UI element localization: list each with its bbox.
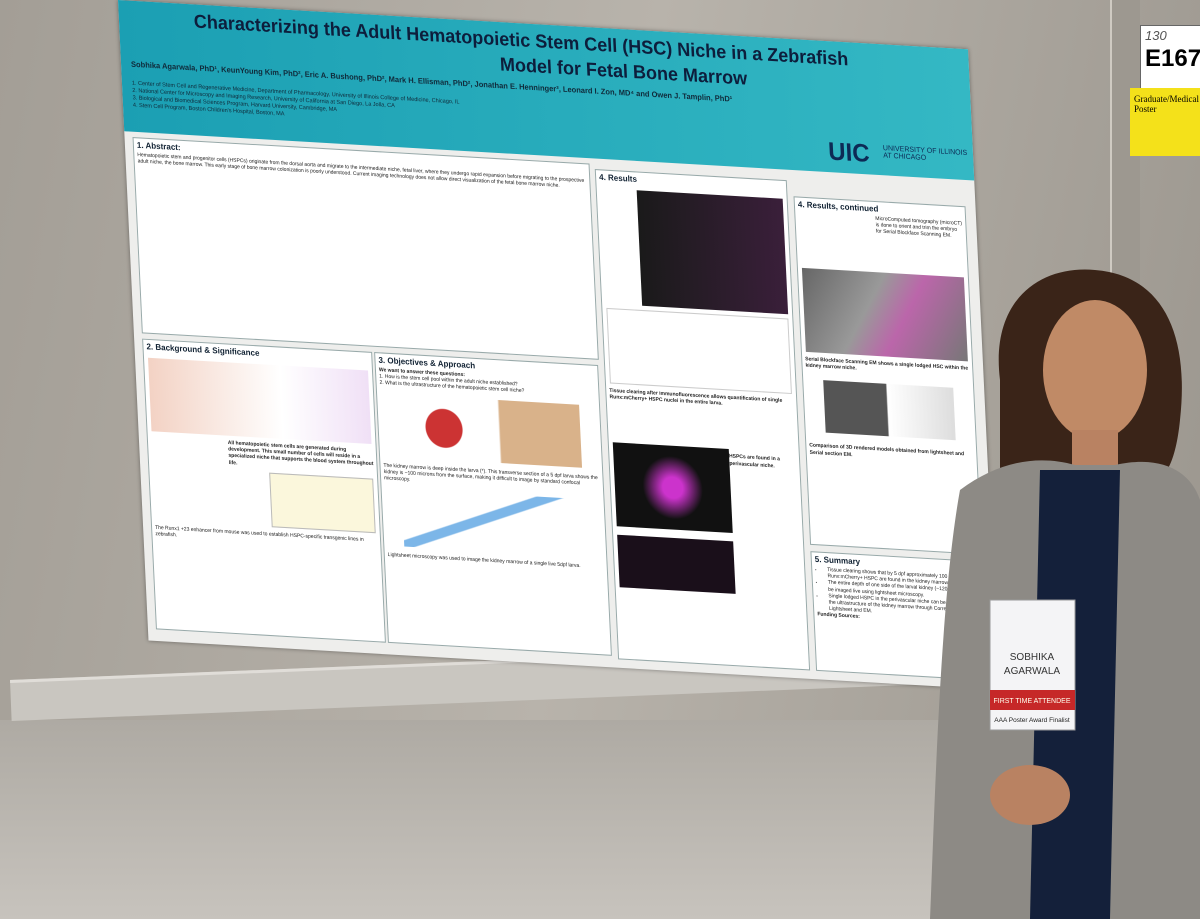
hands	[990, 765, 1070, 825]
badge-ribbon	[990, 690, 1075, 710]
side-sign-text: Graduate/Medical Poster	[1134, 94, 1199, 114]
badge-award: AAA Poster Award Finalist	[994, 717, 1070, 724]
booth-number: E167	[1145, 45, 1200, 72]
booth-top: 130	[1145, 28, 1167, 43]
badge-name: AGARWALA	[1004, 666, 1060, 677]
booth-sign: 130 E167	[1140, 25, 1200, 92]
badge	[989, 599, 1076, 731]
face	[1043, 300, 1147, 440]
badge-ribbon-text: FIRST TIME ATTENDEE	[993, 698, 1070, 705]
badge-name: SOBHIKA	[1010, 652, 1055, 663]
side-sign: Graduate/Medical Poster	[1130, 88, 1200, 156]
